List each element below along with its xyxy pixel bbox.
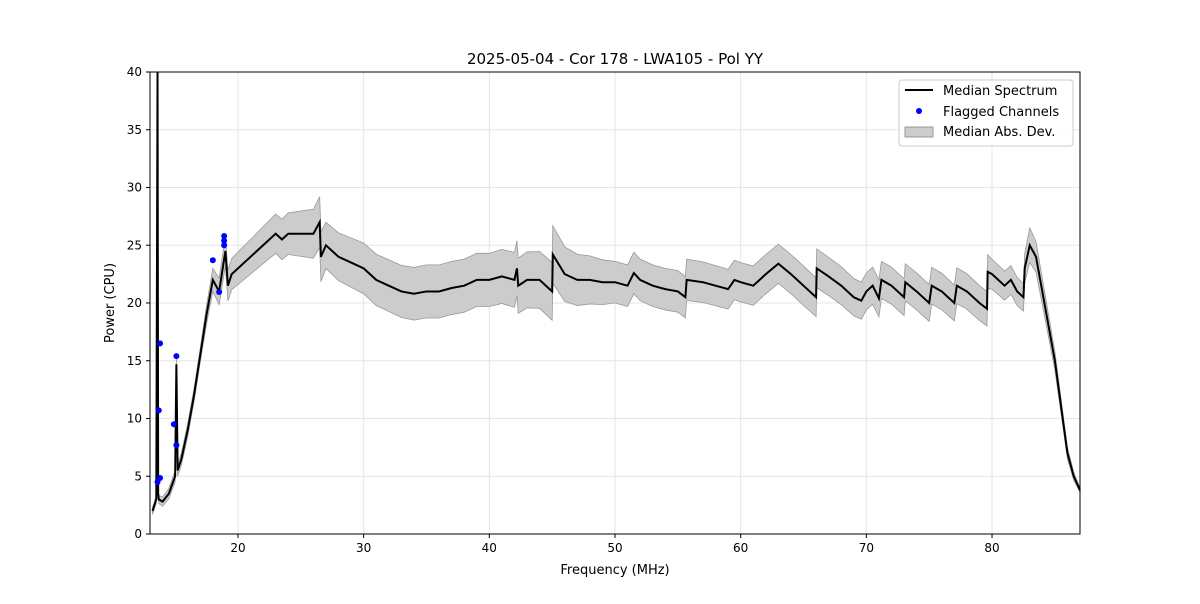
legend-median: Median Spectrum [943,84,1057,99]
legend-dot-swatch [916,108,922,114]
y-tick-label: 0 [134,527,142,541]
legend-band-swatch [904,126,934,138]
x-tick-label: 20 [230,541,245,555]
x-tick-label: 70 [859,541,874,555]
flagged-channel-point [173,353,180,360]
y-tick-label: 40 [127,65,142,79]
x-tick-label: 50 [607,541,622,555]
legend-box [898,79,1074,147]
flagged-channel-point [221,242,228,249]
flagged-channel-point [173,442,180,449]
y-tick-label: 10 [127,412,142,426]
y-axis-label: Power (CPU) [103,263,118,343]
flagged-channel-point [221,237,228,244]
y-tick-label: 5 [134,469,142,483]
y-tick-label: 20 [127,296,142,310]
y-tick-label: 35 [127,123,142,137]
x-tick-label: 60 [733,541,748,555]
x-tick-label: 80 [984,541,999,555]
flagged-channel-point [157,474,164,481]
flagged-channel-point [155,407,162,414]
legend: Median Spectrum Flagged Channels Median … [898,79,1074,147]
flagged-channel-point [216,289,223,296]
flagged-channel-point [221,233,228,240]
median-spectrum-line [151,71,1081,512]
y-tick-label: 30 [127,181,142,195]
flagged-channel-point [170,421,177,428]
legend-flagged: Flagged Channels [943,105,1059,120]
x-axis-label: Frequency (MHz) [560,563,669,578]
y-tick-label: 25 [127,238,142,252]
chart-title: 2025-05-04 - Cor 178 - LWA105 - Pol YY [467,50,764,68]
flagged-channel-point [209,257,216,264]
legend-mad: Median Abs. Dev. [943,125,1055,140]
ticks: 20 30 40 50 60 70 80 0 5 10 15 20 25 30 35 40 [127,65,1000,555]
x-tick-label: 40 [482,541,497,555]
x-tick-label: 30 [356,541,371,555]
y-tick-label: 15 [127,354,142,368]
flagged-channel-point [157,340,164,347]
